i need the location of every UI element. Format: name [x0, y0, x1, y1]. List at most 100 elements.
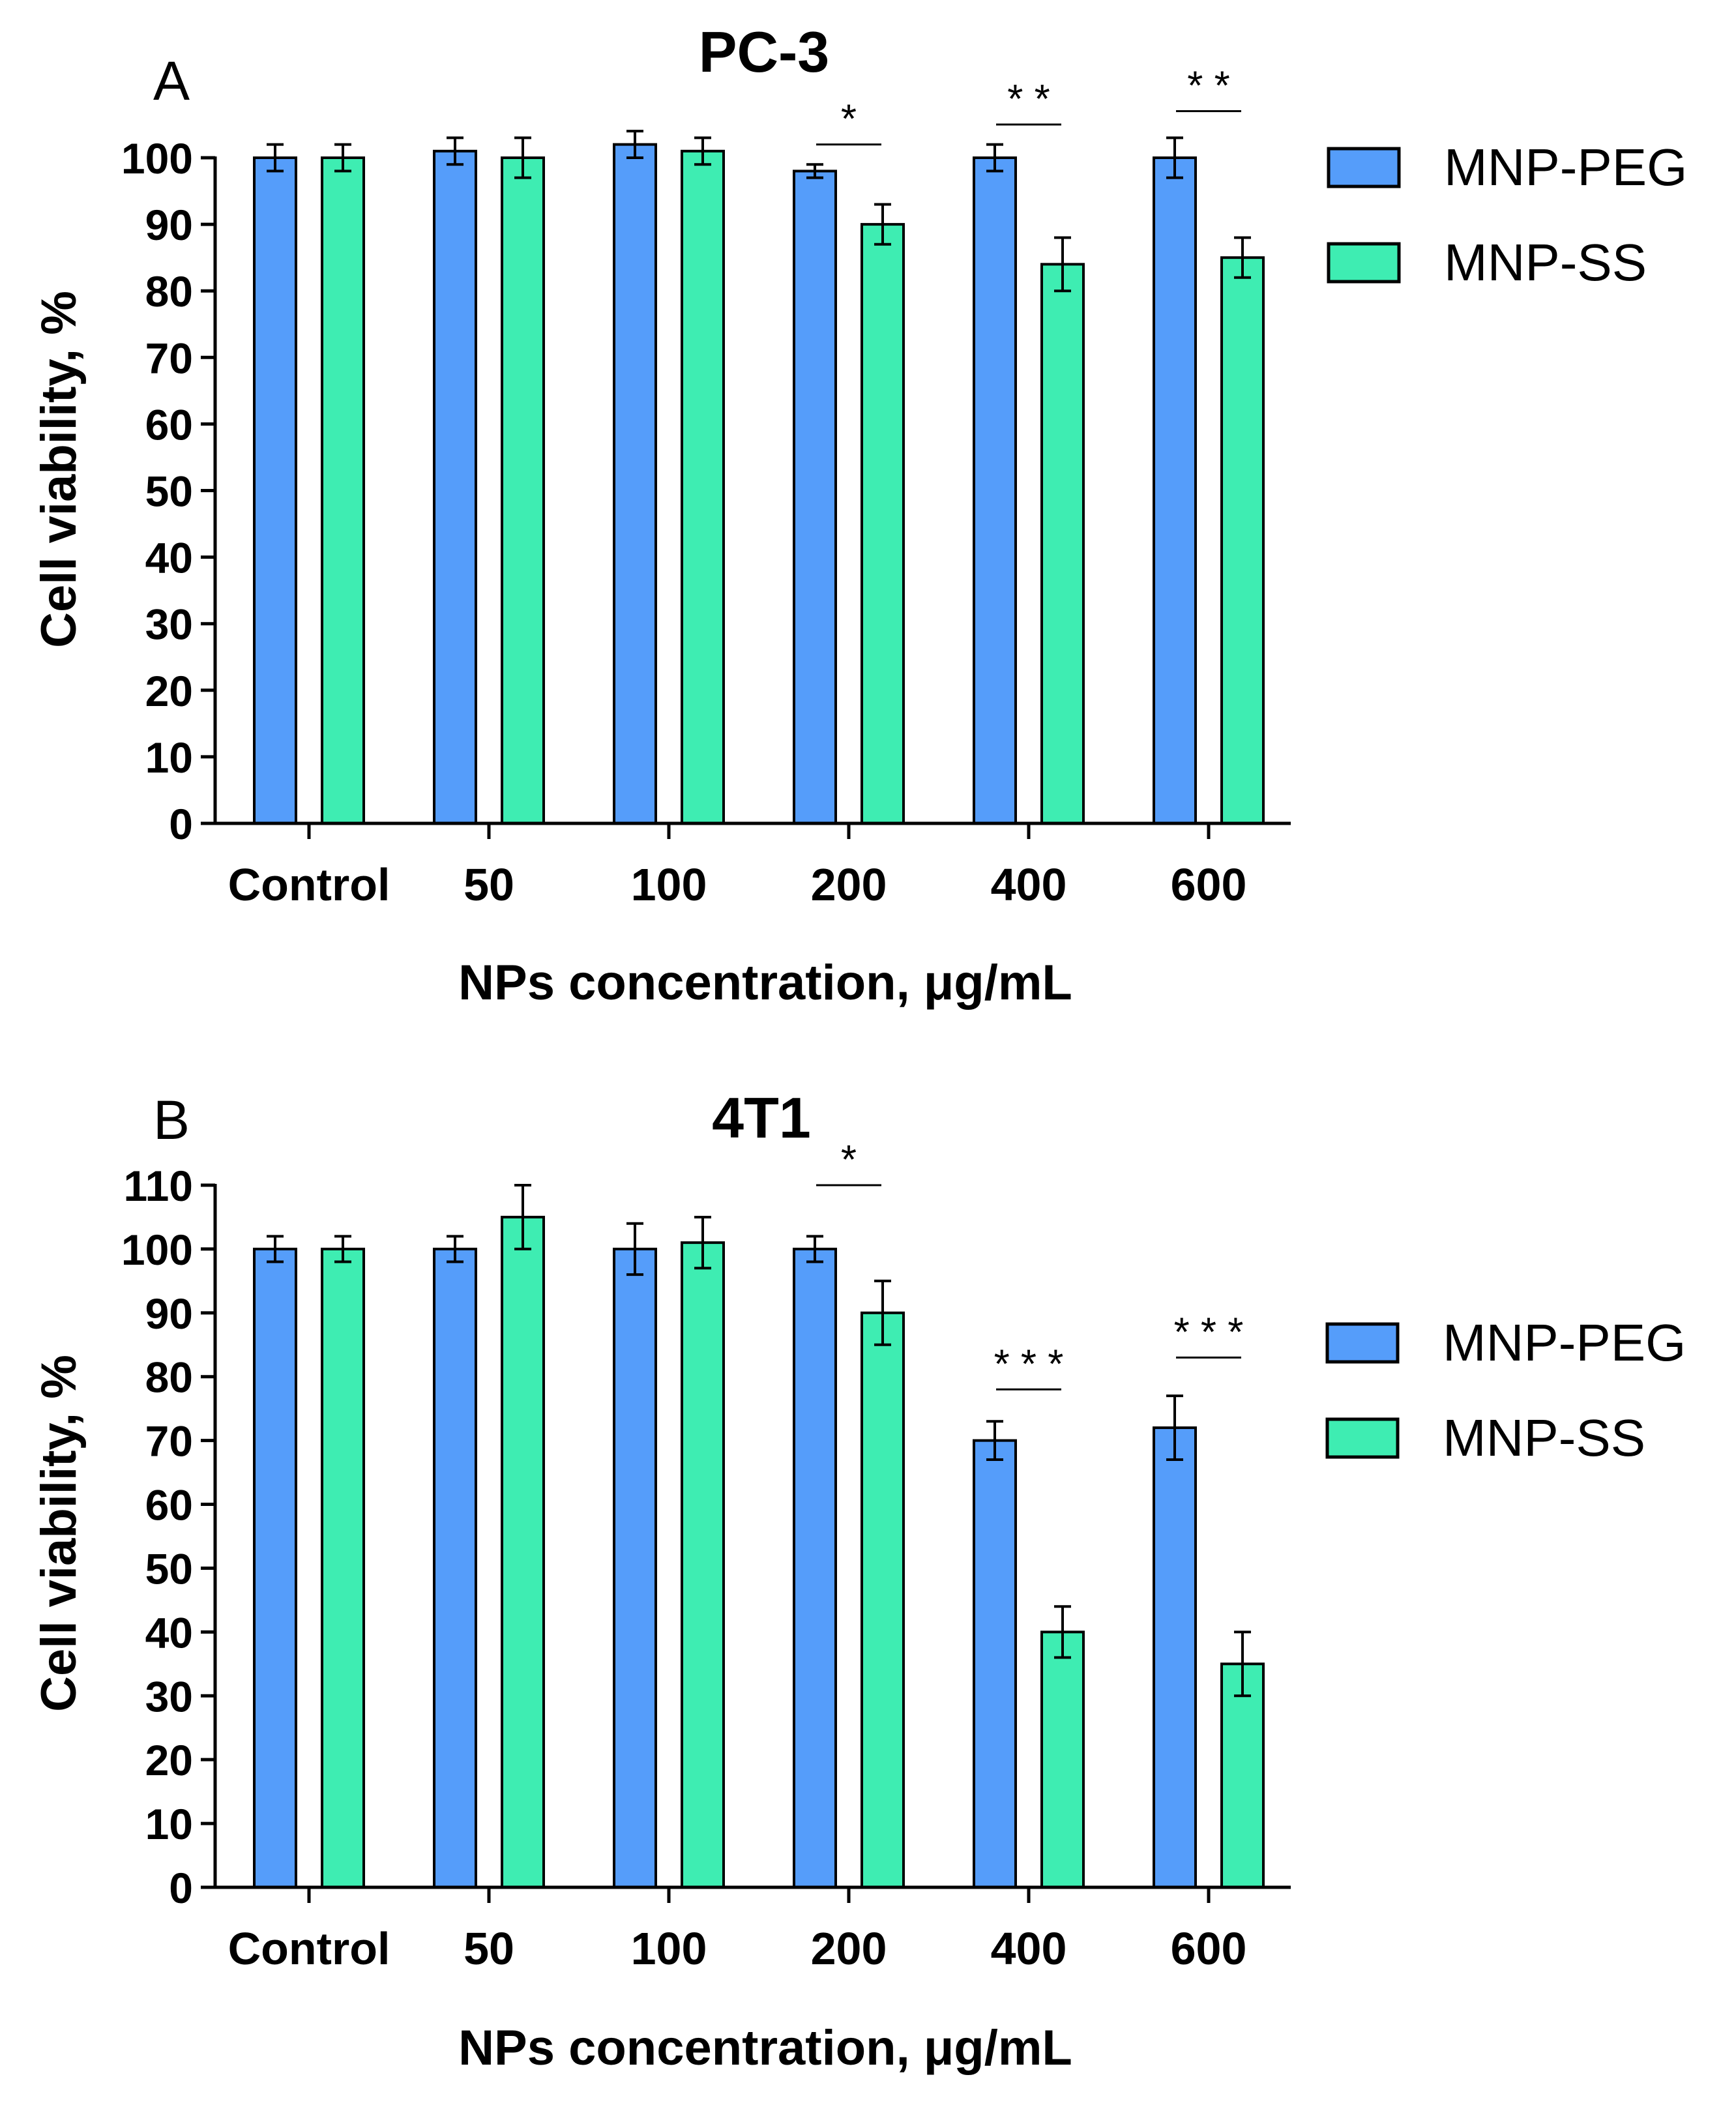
- significance-marker: * * *: [1174, 1310, 1243, 1359]
- x-axis-label: NPs concentration, μg/mL: [458, 955, 1072, 1010]
- significance-label: *: [841, 1138, 857, 1183]
- error-bar: [1234, 1630, 1251, 1698]
- bar-ss: [501, 1215, 545, 1889]
- bar-ss: [1220, 1662, 1265, 1889]
- x-tick-label: 400: [991, 1923, 1067, 1974]
- legend-swatch-peg: [1327, 147, 1401, 188]
- bar-ss: [1040, 263, 1085, 825]
- x-tick-label: 100: [631, 1923, 707, 1974]
- plot-area: 0 10 20 30 40 50 60 70 80 90 100 110 Control 50 100 200…: [121, 1138, 1291, 1974]
- panel-a: A PC-3 Cell viability, % NPs concentrati…: [31, 20, 1687, 1010]
- bar-peg: [793, 169, 837, 825]
- y-tick-label: 10: [145, 733, 193, 782]
- legend-label-peg: MNP-PEG: [1443, 1314, 1686, 1372]
- y-tick-label: 30: [145, 1672, 193, 1720]
- x-tick-label: 50: [463, 1923, 514, 1974]
- chart-title: 4T1: [712, 1085, 811, 1150]
- y-tick-label: 20: [145, 1736, 193, 1784]
- legend-swatch-ss: [1327, 242, 1401, 284]
- bar-peg: [253, 156, 297, 825]
- y-tick-label: 60: [145, 1481, 193, 1529]
- error-bar: [1054, 1605, 1071, 1659]
- error-bar: [626, 130, 643, 159]
- error-bar: [1234, 236, 1251, 279]
- x-tick-label: 200: [811, 859, 887, 910]
- error-bar: [334, 1235, 351, 1263]
- legend-swatch-peg: [1325, 1322, 1400, 1364]
- error-bar: [626, 1222, 643, 1276]
- bar-ss: [501, 156, 545, 825]
- y-tick-label: 60: [145, 400, 193, 449]
- y-tick-label: 30: [145, 600, 193, 649]
- y-axis-label: Cell viability, %: [31, 1355, 87, 1712]
- y-tick-label: 90: [145, 201, 193, 249]
- y-tick-label: 50: [145, 467, 193, 516]
- error-bar: [806, 163, 823, 179]
- bar-peg: [253, 1247, 297, 1889]
- y-tick-label: 10: [145, 1800, 193, 1848]
- x-tick-label: 600: [1171, 859, 1247, 910]
- error-bar: [514, 136, 531, 179]
- bar-ss: [1040, 1630, 1085, 1889]
- legend-label-peg: MNP-PEG: [1444, 138, 1687, 196]
- bar-ss: [321, 1247, 365, 1889]
- bar-peg: [433, 149, 477, 825]
- error-bar: [694, 1215, 711, 1270]
- y-tick-label: 80: [145, 1353, 193, 1402]
- panel-label: A: [153, 50, 190, 111]
- error-bar: [874, 203, 891, 246]
- significance-marker: *: [816, 1138, 881, 1186]
- x-tick-label: 400: [991, 859, 1067, 910]
- y-tick-label: 70: [145, 1417, 193, 1466]
- y-tick-label: 0: [169, 800, 193, 848]
- bar-peg: [793, 1247, 837, 1889]
- significance-label: *: [841, 97, 857, 142]
- panel-label: B: [153, 1089, 190, 1151]
- error-bar: [874, 1279, 891, 1346]
- significance-marker: * *: [996, 77, 1061, 126]
- y-tick-label: 20: [145, 667, 193, 715]
- legend: MNP-PEG MNP-SS: [1325, 1314, 1686, 1467]
- x-tick-label: Control: [228, 1923, 390, 1974]
- bar-peg: [613, 1247, 657, 1889]
- y-tick-label: 70: [145, 334, 193, 382]
- error-bar: [447, 1235, 463, 1263]
- y-tick-label: 90: [145, 1289, 193, 1338]
- chart-title: PC-3: [699, 20, 830, 84]
- y-tick-label: 110: [124, 1162, 193, 1210]
- x-tick-label: 200: [811, 1923, 887, 1974]
- error-bar: [986, 1420, 1003, 1462]
- error-bar: [267, 1235, 284, 1263]
- significance-marker: * *: [1176, 64, 1241, 113]
- error-bar: [806, 1235, 823, 1263]
- bar-ss: [681, 149, 725, 825]
- x-tick-label: Control: [228, 859, 390, 910]
- bar-peg: [433, 1247, 477, 1889]
- significance-label: * * *: [994, 1342, 1064, 1387]
- error-bar: [447, 136, 463, 166]
- bar-peg: [1153, 156, 1197, 825]
- bar-ss: [861, 1311, 905, 1889]
- error-bar: [1054, 236, 1071, 293]
- significance-marker: * * *: [994, 1342, 1064, 1391]
- error-bar: [694, 136, 711, 166]
- y-tick-label: 40: [145, 534, 193, 582]
- significance-label: * *: [1007, 77, 1050, 122]
- x-tick-label: 100: [631, 859, 707, 910]
- legend: MNP-PEG MNP-SS: [1327, 138, 1687, 291]
- panel-b: B 4T1 Cell viability, % NPs concentratio…: [31, 1085, 1686, 2076]
- bar-ss: [1220, 256, 1265, 825]
- error-bar: [1166, 136, 1183, 179]
- plot-area: 0 10 20 30 40 50 60 70 80 90 100 Control 50 100 200 400…: [121, 64, 1291, 910]
- y-tick-label: 50: [145, 1544, 193, 1593]
- x-axis-label: NPs concentration, μg/mL: [458, 2020, 1072, 2076]
- significance-label: * *: [1187, 64, 1229, 109]
- legend-label-ss: MNP-SS: [1443, 1409, 1645, 1467]
- bar-ss: [681, 1241, 725, 1889]
- bar-ss: [321, 156, 365, 825]
- y-tick-label: 100: [121, 134, 193, 183]
- y-tick-label: 40: [145, 1608, 193, 1657]
- legend-label-ss: MNP-SS: [1444, 233, 1647, 291]
- error-bar: [334, 143, 351, 173]
